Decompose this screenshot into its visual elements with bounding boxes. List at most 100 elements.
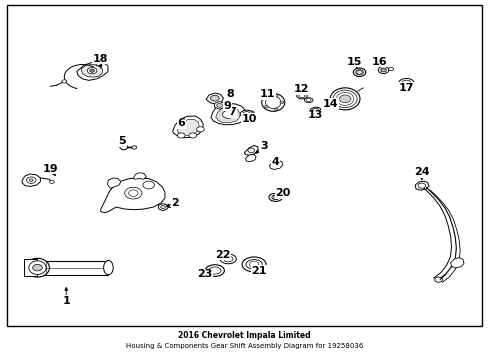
- Circle shape: [120, 144, 127, 150]
- Circle shape: [87, 67, 97, 74]
- Text: 20: 20: [275, 188, 290, 198]
- Ellipse shape: [329, 88, 359, 110]
- Ellipse shape: [401, 80, 410, 86]
- Text: 12: 12: [293, 85, 308, 94]
- Circle shape: [381, 69, 385, 71]
- Ellipse shape: [242, 257, 265, 272]
- Text: 16: 16: [371, 57, 386, 67]
- Circle shape: [280, 101, 283, 104]
- Ellipse shape: [309, 107, 320, 113]
- Circle shape: [160, 206, 165, 209]
- Ellipse shape: [336, 93, 353, 105]
- Text: Housing & Components Gear Shift Assembly Diagram for 19258036: Housing & Components Gear Shift Assembly…: [125, 343, 363, 349]
- Ellipse shape: [208, 267, 221, 274]
- Polygon shape: [244, 145, 257, 155]
- Ellipse shape: [296, 93, 306, 99]
- Ellipse shape: [355, 70, 363, 75]
- Bar: [24, 259, 38, 276]
- Circle shape: [196, 127, 204, 132]
- Text: 21: 21: [251, 266, 266, 276]
- Polygon shape: [172, 116, 203, 138]
- Text: 8: 8: [226, 89, 234, 99]
- Text: 18: 18: [93, 54, 108, 64]
- Text: 1: 1: [62, 296, 70, 306]
- Ellipse shape: [268, 193, 282, 201]
- Circle shape: [210, 95, 219, 101]
- Ellipse shape: [398, 78, 413, 87]
- Polygon shape: [107, 178, 121, 188]
- Circle shape: [339, 95, 350, 103]
- Polygon shape: [215, 107, 240, 123]
- Text: 6: 6: [177, 118, 185, 129]
- Circle shape: [273, 108, 277, 111]
- Polygon shape: [414, 181, 428, 190]
- Text: 2: 2: [171, 198, 179, 208]
- Polygon shape: [101, 178, 164, 212]
- Ellipse shape: [380, 68, 386, 72]
- Ellipse shape: [305, 99, 310, 102]
- Circle shape: [124, 187, 142, 199]
- Polygon shape: [245, 154, 256, 162]
- Polygon shape: [449, 258, 463, 268]
- Text: 4: 4: [271, 157, 279, 167]
- Ellipse shape: [312, 108, 318, 111]
- Circle shape: [417, 183, 425, 188]
- Ellipse shape: [332, 90, 356, 108]
- Ellipse shape: [205, 265, 224, 276]
- Circle shape: [132, 146, 136, 149]
- Circle shape: [96, 62, 102, 66]
- Text: 17: 17: [398, 83, 413, 93]
- Polygon shape: [81, 64, 102, 77]
- Circle shape: [62, 80, 66, 83]
- Text: 13: 13: [307, 111, 323, 120]
- Ellipse shape: [271, 195, 279, 199]
- Ellipse shape: [377, 67, 388, 73]
- Text: 22: 22: [215, 250, 230, 260]
- Ellipse shape: [220, 254, 236, 264]
- Text: 9: 9: [224, 101, 231, 111]
- Text: 15: 15: [346, 57, 362, 67]
- Ellipse shape: [240, 110, 252, 117]
- Ellipse shape: [304, 98, 312, 103]
- Polygon shape: [269, 161, 282, 170]
- Text: 5: 5: [118, 136, 126, 146]
- Ellipse shape: [261, 94, 284, 111]
- Circle shape: [356, 70, 362, 74]
- Text: 23: 23: [197, 269, 212, 279]
- Text: 7: 7: [228, 107, 236, 117]
- Circle shape: [264, 105, 267, 108]
- Circle shape: [177, 133, 184, 138]
- Circle shape: [158, 204, 167, 210]
- Circle shape: [128, 190, 138, 197]
- Ellipse shape: [298, 94, 305, 98]
- Circle shape: [272, 195, 278, 199]
- Text: 14: 14: [322, 99, 338, 109]
- Polygon shape: [77, 62, 108, 80]
- Circle shape: [434, 277, 442, 282]
- Ellipse shape: [29, 261, 46, 274]
- Circle shape: [264, 97, 267, 99]
- Circle shape: [188, 133, 196, 138]
- Ellipse shape: [245, 260, 262, 269]
- Text: 3: 3: [259, 141, 267, 151]
- Circle shape: [29, 179, 33, 181]
- Text: 2016 Chevrolet Impala Limited: 2016 Chevrolet Impala Limited: [178, 331, 310, 340]
- Circle shape: [249, 261, 258, 268]
- Circle shape: [272, 163, 279, 167]
- Text: 10: 10: [241, 114, 257, 123]
- Ellipse shape: [242, 112, 250, 116]
- Text: 19: 19: [42, 164, 58, 174]
- Ellipse shape: [25, 258, 49, 277]
- Circle shape: [216, 103, 222, 107]
- Circle shape: [388, 67, 393, 71]
- Ellipse shape: [265, 96, 280, 109]
- Circle shape: [273, 94, 277, 97]
- Polygon shape: [22, 174, 41, 186]
- Polygon shape: [177, 119, 199, 135]
- Polygon shape: [214, 102, 224, 109]
- Circle shape: [142, 181, 154, 189]
- Circle shape: [26, 177, 36, 184]
- Text: 24: 24: [413, 167, 429, 177]
- Circle shape: [247, 148, 254, 153]
- Bar: [38, 261, 108, 275]
